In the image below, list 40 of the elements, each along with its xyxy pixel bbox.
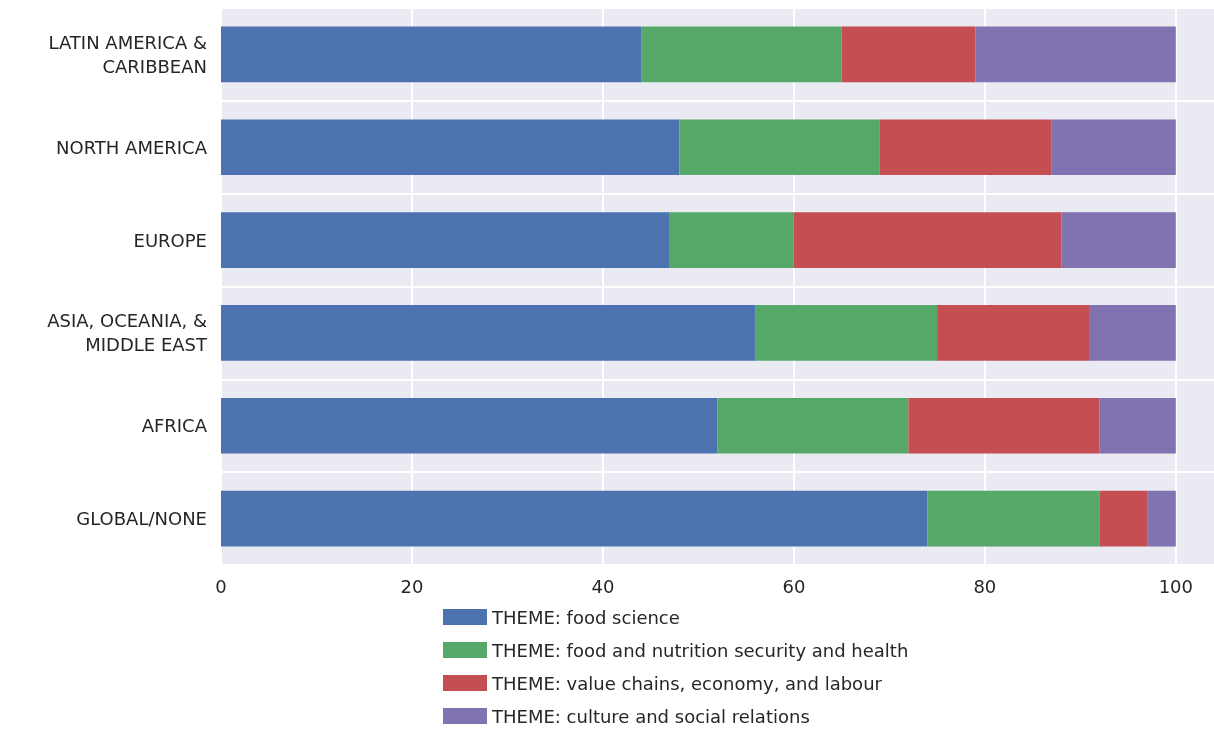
bar bbox=[908, 397, 1100, 454]
bar bbox=[841, 26, 976, 83]
bar bbox=[755, 305, 938, 361]
bar bbox=[1147, 490, 1176, 547]
legend-label: THEME: culture and social relations bbox=[491, 705, 810, 727]
bar bbox=[1099, 490, 1148, 547]
bar bbox=[221, 397, 718, 454]
bar bbox=[669, 212, 794, 268]
bar bbox=[679, 119, 880, 176]
x-tick-label: 60 bbox=[782, 575, 806, 597]
bar bbox=[1099, 397, 1176, 454]
x-tick-label: 0 bbox=[215, 575, 227, 597]
bar bbox=[221, 26, 642, 83]
y-tick-label: AFRICA bbox=[141, 415, 208, 437]
x-tick-label: 100 bbox=[1158, 575, 1193, 597]
bar bbox=[641, 26, 842, 83]
y-tick-label: EUROPE bbox=[133, 229, 207, 251]
bar bbox=[221, 490, 928, 547]
bar bbox=[1051, 119, 1176, 176]
bar bbox=[221, 212, 670, 268]
x-tick-label: 40 bbox=[591, 575, 615, 597]
legend-label: THEME: value chains, economy, and labour bbox=[491, 672, 883, 694]
bar bbox=[879, 119, 1052, 176]
bar bbox=[221, 305, 756, 361]
legend-label: THEME: food and nutrition security and health bbox=[491, 639, 909, 661]
y-tick-label: GLOBAL/NONE bbox=[76, 508, 207, 530]
y-tick-label: ASIA, OCEANIA, & MIDDLE EAST bbox=[47, 310, 208, 356]
bar bbox=[1089, 305, 1176, 361]
legend-label: THEME: food science bbox=[491, 606, 680, 628]
y-tick-label: NORTH AMERICA bbox=[56, 136, 208, 158]
y-tick-label: LATIN AMERICA & CARIBBEAN bbox=[48, 31, 207, 77]
x-tick-label: 80 bbox=[973, 575, 997, 597]
x-tick-label: 20 bbox=[400, 575, 424, 597]
bar bbox=[975, 26, 1176, 83]
bar bbox=[793, 212, 1062, 268]
bar bbox=[927, 490, 1100, 547]
bar bbox=[221, 119, 680, 176]
bar bbox=[717, 397, 909, 454]
bar bbox=[937, 305, 1090, 361]
bar bbox=[1061, 212, 1176, 268]
